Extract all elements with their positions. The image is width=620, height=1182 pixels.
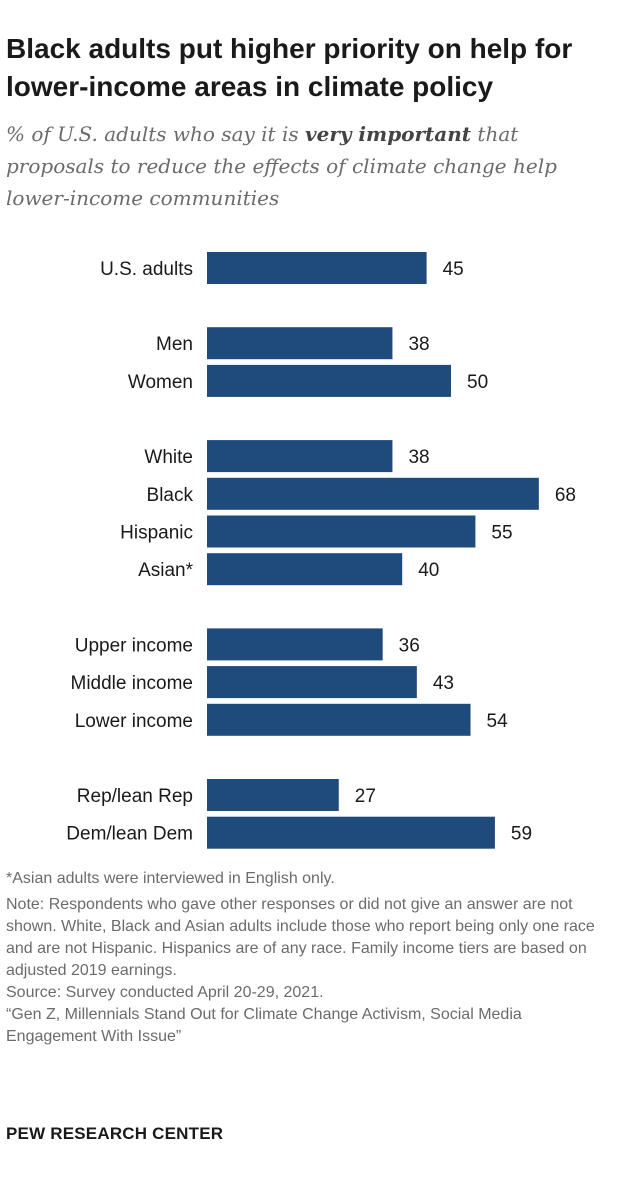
asian-footnote: *Asian adults were interviewed in Englis… [6,870,335,887]
bar-middle-income [207,666,417,699]
bar-hispanic [207,515,476,548]
bar-women [207,364,451,397]
category-label-middle-income: Middle income [71,673,194,694]
source-text: Source: Survey conducted April 20-29, 20… [6,984,324,1001]
chart-subtitle: % of U.S. adults who say it is very impo… [6,118,614,214]
bar-dem-lean-dem [207,816,495,849]
bar-men [207,327,393,360]
category-label-women: Women [128,372,193,393]
bar-lower-income [207,703,471,736]
category-label-u-s-adults: U.S. adults [100,259,193,280]
report-citation: “Gen Z, Millennials Stand Out for Climat… [6,1006,522,1045]
category-label-black: Black [147,485,194,506]
value-label-black: 68 [555,485,576,506]
category-label-white: White [144,447,193,468]
subtitle-lead: % of U.S. adults who say it is [6,122,305,146]
footnotes: *Asian adults were interviewed in Englis… [6,868,612,1048]
bar-upper-income [207,628,383,661]
pew-research-center-logo: PEW RESEARCH CENTER [6,1124,224,1143]
category-label-rep-lean-rep: Rep/lean Rep [77,786,193,807]
category-label-dem-lean-dem: Dem/lean Dem [66,824,193,845]
note-text: Note: Respondents who gave other respons… [6,896,595,979]
value-label-hispanic: 55 [491,523,512,544]
value-label-upper-income: 36 [399,635,420,656]
value-label-u-s-adults: 45 [443,259,464,280]
bar-black [207,477,539,510]
value-label-asian: 40 [418,560,439,581]
subtitle-tail: that proposals to reduce the effects of … [6,122,557,210]
category-label-lower-income: Lower income [75,711,193,732]
category-label-hispanic: Hispanic [120,523,193,544]
value-label-rep-lean-rep: 27 [355,786,376,807]
value-label-women: 50 [467,372,488,393]
chart-title: Black adults put higher priority on help… [6,33,573,102]
value-label-men: 38 [408,334,429,355]
value-label-lower-income: 54 [487,711,509,732]
subtitle-emphasis: very important [304,122,472,146]
bar-white [207,440,393,473]
bar-rep-lean-rep [207,779,339,811]
category-label-men: Men [156,334,193,355]
category-label-upper-income: Upper income [75,635,193,656]
bar-u-s-adults [207,252,427,284]
value-label-white: 38 [408,447,429,468]
bar-asian [207,553,403,586]
category-label-asian: Asian* [138,560,194,581]
value-label-dem-lean-dem: 59 [511,824,532,845]
value-label-middle-income: 43 [433,673,454,694]
bar-chart: U.S. adults 45 Men 38 Women 50 White 38 Black 68 H… [66,252,576,849]
